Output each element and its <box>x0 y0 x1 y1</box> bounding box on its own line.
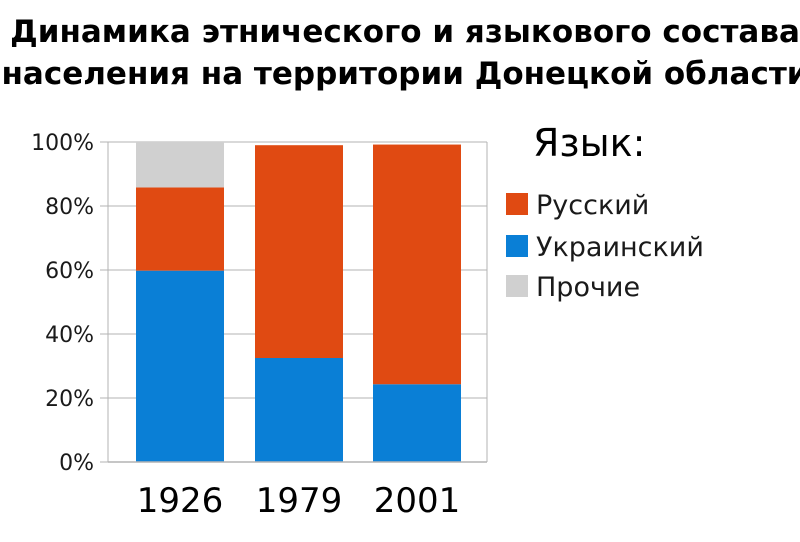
y-tick-labels: 0% 20% 40% 60% 80% 100% <box>31 131 94 476</box>
y-tick-label: 100% <box>31 131 94 156</box>
axes <box>100 141 488 463</box>
legend-items: Русский Украинский Прочие <box>506 190 704 303</box>
chart-title-line-1: Динамика этнического и языкового состава <box>10 14 800 50</box>
y-tick-label: 80% <box>45 195 94 220</box>
legend-swatch <box>506 235 528 257</box>
x-category-label: 1979 <box>256 481 343 521</box>
bar-segment-1979-Украинский <box>255 358 343 462</box>
x-category-labels: 1926 1979 2001 <box>137 481 461 521</box>
bar-segment-1926-Прочие <box>136 142 224 188</box>
legend-label: Прочие <box>536 272 640 303</box>
legend-label: Украинский <box>536 232 704 263</box>
legend-swatch <box>506 275 528 297</box>
chart-title-line-2: населения на территории Донецкой области <box>1 56 800 92</box>
legend-title: Язык: <box>533 121 645 165</box>
bar-segment-1979-Русский <box>255 145 343 358</box>
bar-segment-1926-Русский <box>136 187 224 271</box>
legend-swatch <box>506 193 528 215</box>
bars <box>136 142 461 462</box>
y-tick-label: 60% <box>45 259 94 284</box>
y-tick-label: 20% <box>45 387 94 412</box>
legend: Язык: Русский Украинский Прочие <box>506 121 704 303</box>
bar-segment-2001-Украинский <box>373 384 461 462</box>
x-category-label: 2001 <box>374 481 461 521</box>
bar-segment-2001-Русский <box>373 144 461 385</box>
y-tick-label: 0% <box>59 451 94 476</box>
x-category-label: 1926 <box>137 481 224 521</box>
bar-segment-1926-Украинский <box>136 270 224 462</box>
legend-label: Русский <box>536 190 649 221</box>
y-tick-label: 40% <box>45 323 94 348</box>
